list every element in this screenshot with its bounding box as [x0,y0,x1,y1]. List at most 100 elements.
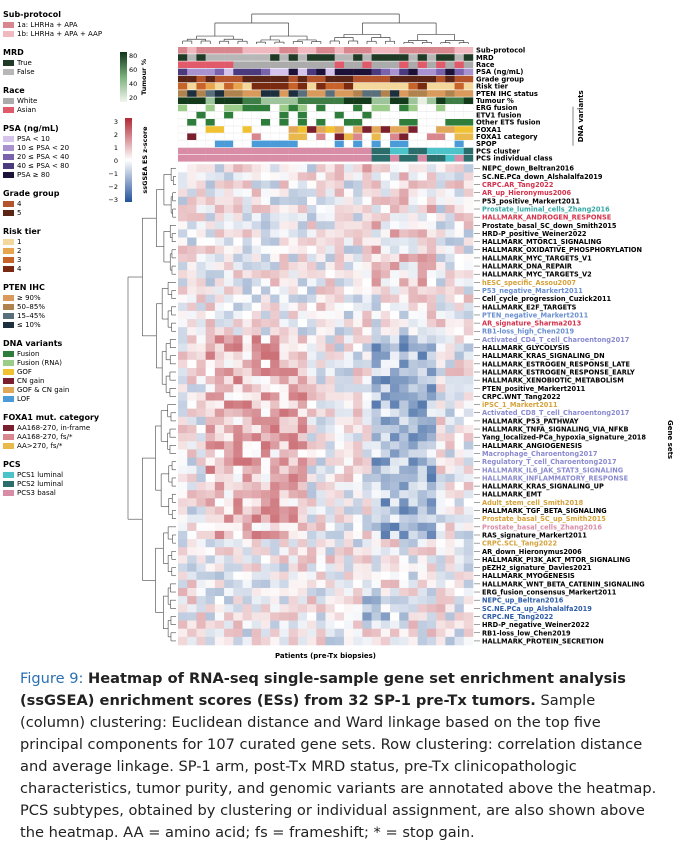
heatmap-cell [214,204,225,214]
heatmap-cell [380,563,391,572]
heatmap-cell [399,367,409,377]
heatmap-cell [205,294,216,304]
annotation-cell [279,83,289,90]
heatmap-cell [417,555,428,564]
heatmap-cell [270,237,280,246]
heatmap-cell [316,213,326,222]
heatmap-cell [454,579,465,589]
heatmap-cell [224,636,234,646]
heatmap-cell [214,392,225,401]
heatmap-cell [260,514,271,524]
heatmap-cell [399,636,409,646]
heatmap-cell [233,498,243,507]
heatmap-cell [316,416,326,426]
legend-label: 2 [17,247,22,255]
heatmap-cell [362,245,372,255]
annotation-cell [187,126,197,133]
heatmap-cell [426,172,437,181]
heatmap-cell [362,547,372,556]
annotation-cell [297,119,308,126]
annotation-cell [463,75,474,83]
heatmap-cell [325,196,336,206]
heatmap-cell [316,628,326,638]
heatmap-cell [371,237,382,246]
heatmap-cell [187,376,197,385]
heatmap-cell [426,164,437,173]
heatmap-cell [279,164,289,173]
heatmap-cell [260,359,271,369]
heatmap-cell [233,278,243,287]
heatmap-cell [334,253,345,263]
heatmap-cell [279,416,289,426]
heatmap-cell [380,180,391,189]
annotation-cell [454,97,464,104]
heatmap-cell [436,245,446,255]
heatmap-cell [214,286,225,295]
heatmap-cell [214,555,225,564]
heatmap-cell [187,571,197,581]
heatmap-cell [224,408,234,418]
heatmap-cell [251,384,262,393]
heatmap-cell [436,539,446,548]
heatmap-cell [417,229,428,238]
heatmap-cell [316,221,326,230]
heatmap-cell [426,530,437,540]
heatmap-cell [297,261,308,271]
heatmap-cell [417,376,428,385]
heatmap-cell [242,392,253,401]
heatmap-cell [187,237,197,246]
annotation-cell [316,140,326,148]
es-colorbar [125,118,132,202]
heatmap-cell [426,482,437,491]
annotation-cell [242,83,252,90]
heatmap-cell [399,555,409,564]
heatmap-cell [260,522,271,532]
annotation-cell [224,147,234,155]
annotation-cell [214,140,225,148]
annotation-cell [371,147,382,155]
heatmap-cell [334,539,345,548]
heatmap-cell [187,547,197,556]
heatmap-cell [325,465,336,475]
legend-swatch [3,136,14,142]
heatmap-cell [196,539,206,548]
heatmap-cell [297,196,308,206]
annotation-cell [380,75,391,83]
annotation-cell [408,97,418,104]
annotation-cell [242,47,252,54]
heatmap-cell [417,237,428,246]
heatmap-cell [279,522,289,532]
heatmap-cell [251,555,262,564]
heatmap-cell [417,270,428,279]
heatmap-cell [196,261,206,271]
annotation-cell [426,147,437,155]
heatmap-cell [187,416,197,426]
heatmap-cell [260,164,271,173]
annotation-cell [426,68,437,76]
heatmap-cell [445,180,455,189]
heatmap-cell [390,636,400,646]
heatmap-cell [353,335,363,344]
heatmap-cell [463,408,474,418]
annotation-cell [288,75,299,83]
annotation-cell [362,147,372,155]
heatmap-cell [316,400,326,409]
heatmap-cell [325,310,336,320]
heatmap-cell [445,506,455,515]
annotation-cell [214,147,225,155]
heatmap-cell [214,245,225,255]
heatmap-cell [279,221,289,230]
annotation-cell [279,54,289,61]
heatmap-cell [178,204,188,214]
heatmap-cell [371,213,382,222]
heatmap-cell [307,596,317,605]
annotation-cell [390,75,400,83]
heatmap-cell [390,490,400,499]
heatmap-cell [436,612,446,621]
heatmap-cell [399,188,409,198]
heatmap-cell [297,270,308,279]
heatmap-cell [408,555,418,564]
heatmap-cell [316,457,326,467]
annotation-cell [380,104,391,112]
heatmap-cell [408,514,418,524]
